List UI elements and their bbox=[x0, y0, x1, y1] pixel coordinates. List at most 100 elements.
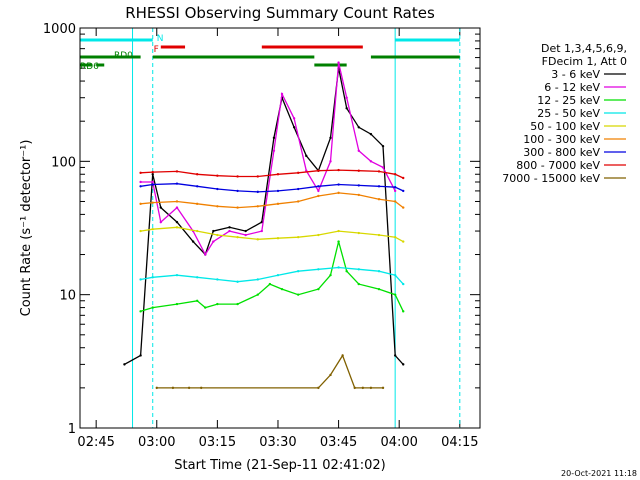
series-point bbox=[151, 201, 154, 204]
series-point bbox=[175, 226, 179, 229]
series-point bbox=[393, 354, 397, 357]
x-tick-label: 04:00 bbox=[380, 435, 417, 450]
x-axis-label: Start Time (21-Sep-11 02:41:02) bbox=[174, 458, 385, 473]
series-point bbox=[292, 117, 296, 120]
series-point bbox=[236, 175, 239, 178]
series-point bbox=[280, 92, 284, 96]
legend-entry-label: 25 - 50 keV bbox=[537, 107, 600, 120]
series-point bbox=[175, 170, 179, 173]
series-point bbox=[256, 293, 259, 296]
series-point bbox=[175, 182, 179, 185]
series-point bbox=[216, 205, 219, 208]
series-point bbox=[139, 202, 142, 206]
series-point bbox=[187, 386, 191, 390]
series-point bbox=[195, 276, 199, 279]
series-point bbox=[393, 273, 397, 277]
series-point bbox=[357, 149, 360, 152]
series-point bbox=[276, 273, 280, 277]
y-tick-label: 100 bbox=[51, 155, 76, 170]
series-point bbox=[345, 96, 348, 99]
series-point bbox=[195, 202, 199, 206]
y-tick-label: 1 bbox=[68, 422, 76, 437]
series-point bbox=[296, 269, 300, 273]
series-point bbox=[393, 185, 397, 189]
flag-label-rd0: RD0 bbox=[114, 51, 133, 61]
x-tick-label: 03:00 bbox=[138, 435, 175, 450]
x-tick-label: 03:30 bbox=[259, 435, 296, 450]
series-point bbox=[317, 268, 320, 271]
series-point bbox=[175, 220, 179, 224]
series-point bbox=[268, 282, 272, 286]
series-point bbox=[155, 386, 158, 390]
series-point bbox=[317, 169, 320, 172]
series-point bbox=[200, 386, 203, 390]
series-point bbox=[256, 238, 259, 241]
series-point bbox=[381, 386, 385, 390]
series-point bbox=[236, 235, 239, 239]
plot-frame bbox=[79, 27, 481, 429]
series-point bbox=[159, 206, 163, 209]
series-point bbox=[393, 189, 397, 193]
series-point bbox=[357, 169, 360, 172]
series-point bbox=[393, 235, 397, 239]
series-point bbox=[244, 233, 247, 237]
series-point bbox=[402, 206, 405, 209]
y-axis-label: Count Rate (s⁻¹ detector⁻¹) bbox=[19, 140, 34, 317]
series-point bbox=[393, 200, 397, 203]
legend-entry-label: 6 - 12 keV bbox=[544, 81, 600, 94]
series-point bbox=[402, 240, 405, 243]
series-point bbox=[377, 287, 381, 291]
chart-title: RHESSI Observing Summary Count Rates bbox=[125, 4, 435, 22]
series-point bbox=[402, 189, 405, 193]
x-tick-label: 04:15 bbox=[441, 435, 478, 450]
series-point bbox=[337, 191, 340, 195]
series-point bbox=[317, 185, 320, 188]
series-point bbox=[276, 237, 280, 240]
series-point bbox=[369, 132, 373, 136]
series-point bbox=[123, 363, 126, 366]
series-point bbox=[139, 180, 142, 184]
series-point bbox=[357, 282, 360, 286]
legend-entry-label: 100 - 300 keV bbox=[523, 133, 600, 146]
series-point bbox=[357, 126, 360, 129]
series-point bbox=[256, 190, 259, 194]
series-point bbox=[296, 200, 300, 203]
series-point bbox=[345, 107, 348, 110]
series-point bbox=[377, 197, 381, 201]
series-point bbox=[402, 310, 405, 313]
x-tick-label: 03:45 bbox=[320, 435, 357, 450]
footer-date: 20-Oct-2021 11:18 bbox=[561, 469, 637, 478]
series-point bbox=[139, 310, 142, 313]
series-point bbox=[216, 174, 219, 177]
series-point bbox=[292, 126, 296, 129]
series-point bbox=[317, 233, 320, 237]
series-point bbox=[329, 273, 332, 277]
series-point bbox=[276, 173, 280, 176]
series-point bbox=[195, 185, 199, 188]
series-point bbox=[151, 170, 154, 174]
series-point bbox=[393, 173, 397, 176]
series-point bbox=[216, 278, 219, 281]
series-point bbox=[276, 202, 280, 206]
legend-entry-label: 7000 - 15000 keV bbox=[502, 172, 600, 185]
series-point bbox=[377, 185, 381, 188]
series-point bbox=[204, 306, 207, 309]
series-point bbox=[296, 235, 300, 239]
series-point bbox=[296, 293, 300, 296]
series-point bbox=[357, 193, 360, 197]
legend-entry-label: 3 - 6 keV bbox=[551, 68, 600, 81]
series-point bbox=[139, 229, 142, 233]
x-tick-label: 02:45 bbox=[77, 435, 114, 450]
series-point bbox=[216, 187, 219, 191]
series-point bbox=[353, 386, 356, 390]
series-point bbox=[317, 194, 320, 198]
flag-label-n: N bbox=[157, 34, 164, 44]
series-point bbox=[212, 229, 215, 233]
series-point bbox=[329, 373, 332, 377]
series-point bbox=[151, 227, 154, 231]
series-point bbox=[317, 189, 320, 193]
series-point bbox=[236, 189, 239, 193]
series-point bbox=[151, 306, 154, 309]
series-point bbox=[377, 269, 381, 273]
